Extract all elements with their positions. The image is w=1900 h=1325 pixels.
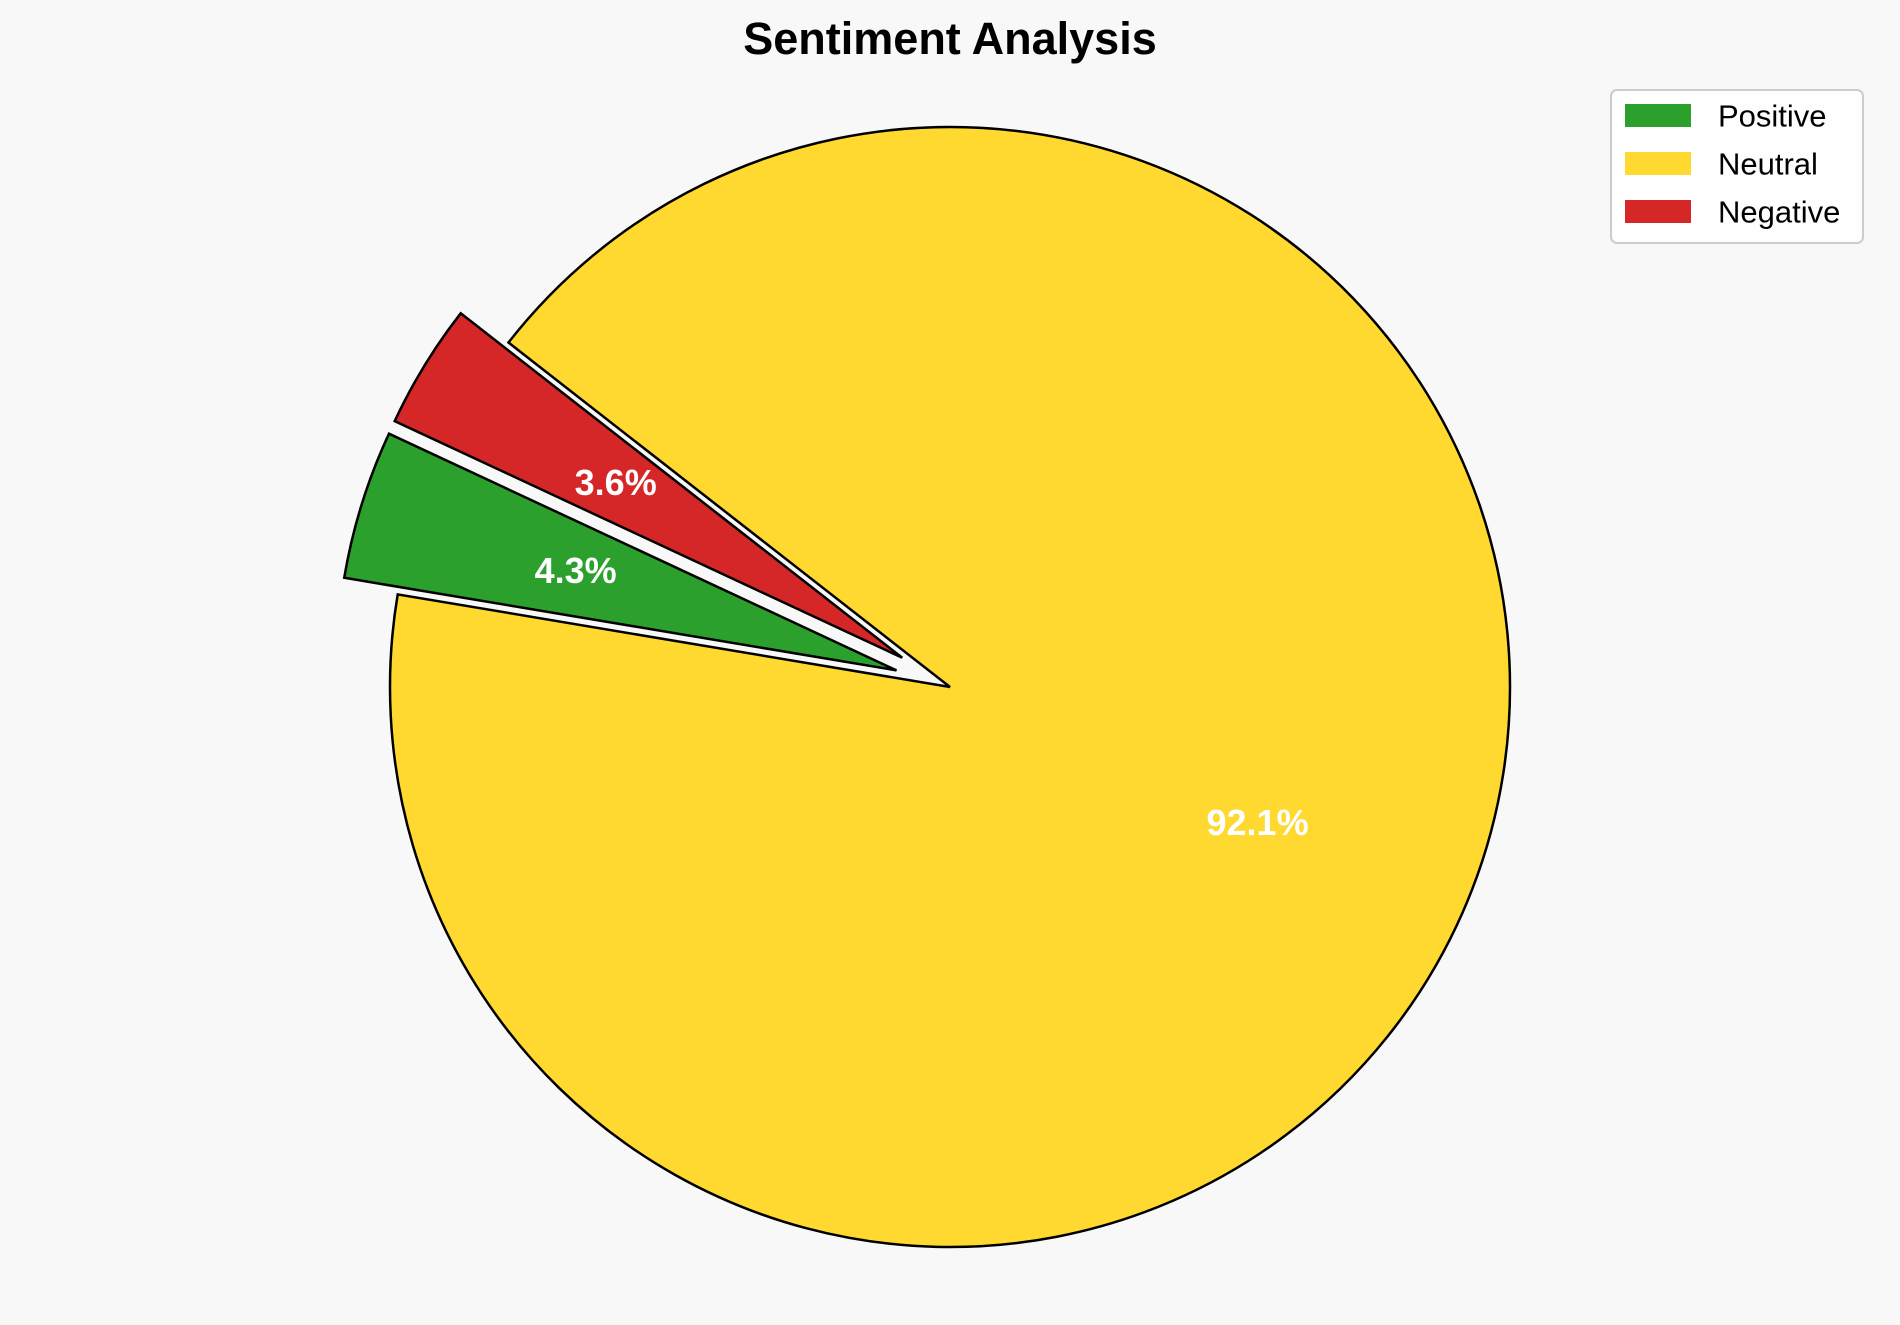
legend-items: Positive Neutral Negative xyxy=(1625,99,1840,230)
legend-swatch-negative xyxy=(1625,200,1691,223)
pie-slices xyxy=(342,125,1512,1249)
legend-label-neutral: Neutral xyxy=(1718,147,1818,182)
legend-label-positive: Positive xyxy=(1718,99,1827,134)
legend: Positive Neutral Negative xyxy=(1610,89,1864,244)
pie-slice-neutral xyxy=(388,125,1512,1249)
legend-swatch-neutral xyxy=(1625,152,1691,175)
pie-slice-positive xyxy=(342,432,898,672)
legend-label-negative: Negative xyxy=(1718,195,1840,230)
pie-label-positive: 4.3% xyxy=(535,550,617,591)
pie-label-neutral: 92.1% xyxy=(1207,802,1309,843)
pie-label-negative: 3.6% xyxy=(575,462,657,503)
legend-swatch-positive xyxy=(1625,104,1691,127)
pie-percent-labels: 4.3% 92.1% 3.6% xyxy=(535,462,1309,843)
pie-slice-negative xyxy=(393,311,904,659)
chart-title: Sentiment Analysis xyxy=(743,13,1156,64)
